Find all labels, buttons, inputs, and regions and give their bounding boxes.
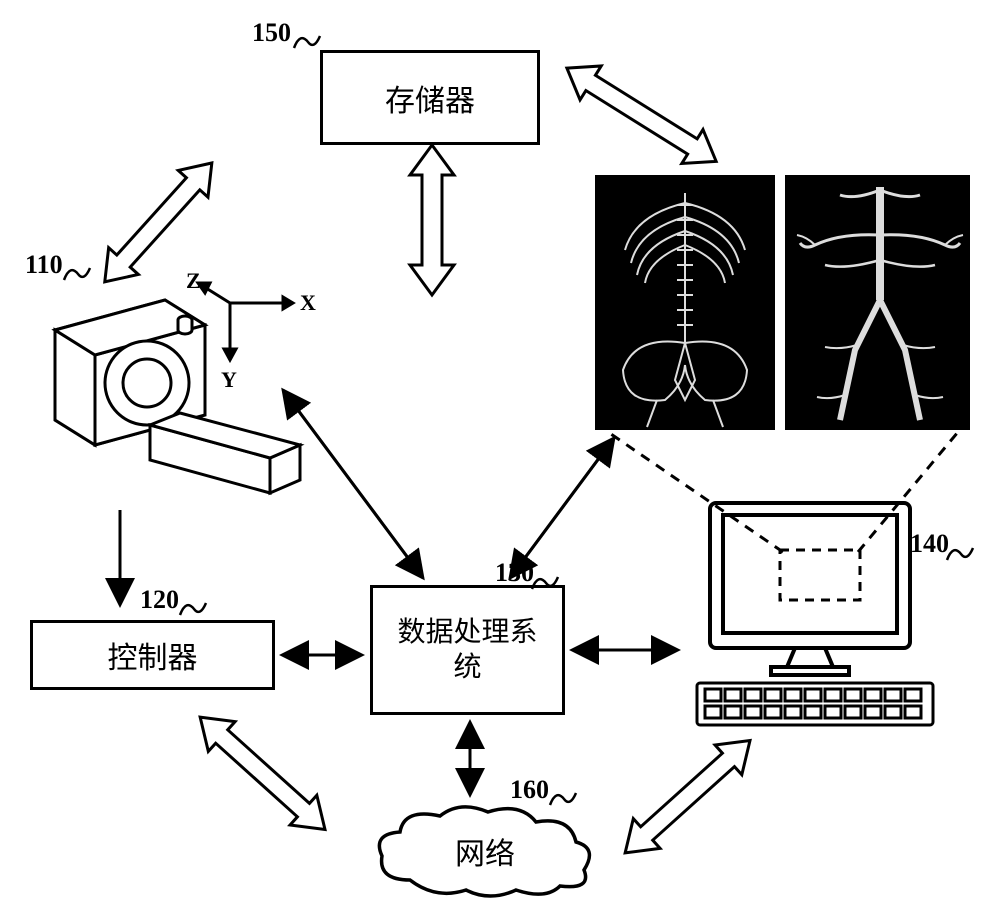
scanner-callout-curl bbox=[62, 262, 92, 284]
storage-callout: 150 bbox=[252, 18, 291, 48]
storage-label: 存储器 bbox=[385, 76, 475, 120]
scanner-callout: 110 bbox=[25, 250, 63, 280]
network-callout-curl bbox=[548, 787, 578, 809]
network-cloud: 网络 bbox=[370, 798, 600, 903]
dps-callout: 130 bbox=[495, 558, 534, 588]
axis-y: Y bbox=[221, 367, 237, 393]
controller-callout-curl bbox=[178, 597, 208, 619]
storage-box: 存储器 bbox=[320, 50, 540, 145]
scanner-110 bbox=[35, 275, 310, 505]
controller-callout: 120 bbox=[140, 585, 179, 615]
med-image-vascular bbox=[785, 175, 970, 430]
controller-label: 控制器 bbox=[108, 633, 198, 677]
axis-z: Z bbox=[186, 268, 201, 294]
display-callout: 140 bbox=[910, 529, 949, 559]
display-140 bbox=[685, 495, 945, 730]
dps-box: 数据处理系统 bbox=[370, 585, 565, 715]
diagram-stage: 存储器 150 控制器 120 数据处理系统 130 bbox=[0, 0, 1000, 913]
display-callout-curl bbox=[945, 542, 975, 564]
network-label: 网络 bbox=[370, 798, 600, 903]
med-image-skeleton bbox=[595, 175, 775, 430]
controller-box: 控制器 bbox=[30, 620, 275, 690]
axis-x: X bbox=[300, 290, 316, 316]
storage-callout-curl bbox=[292, 30, 322, 52]
dps-label: 数据处理系统 bbox=[397, 615, 537, 685]
dps-callout-curl bbox=[530, 571, 560, 593]
network-callout: 160 bbox=[510, 775, 549, 805]
